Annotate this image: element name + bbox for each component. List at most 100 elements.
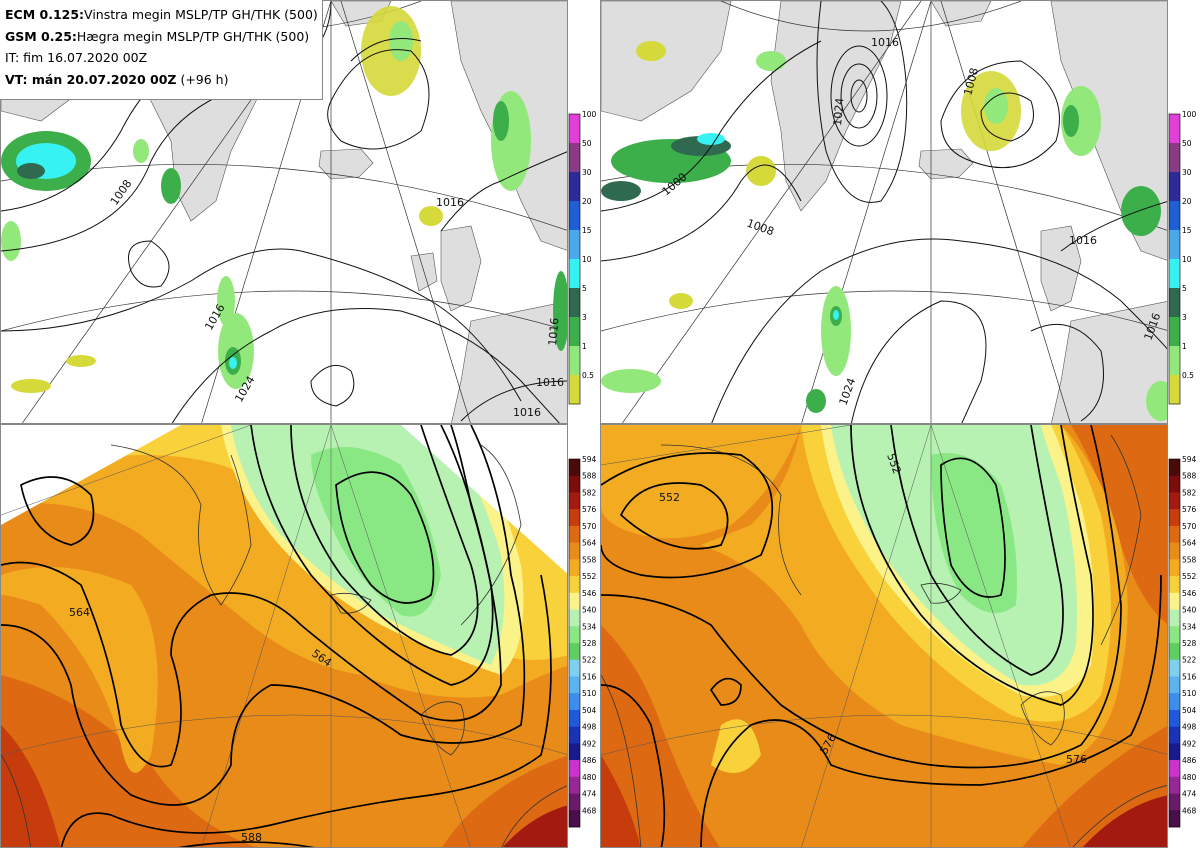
colorbar-swatch bbox=[1169, 676, 1180, 694]
colorbar-label: 582 bbox=[1182, 488, 1197, 497]
colorbar-label: 0.5 bbox=[1182, 371, 1194, 380]
colorbar-label: 504 bbox=[1182, 706, 1197, 715]
colorbar-label: 5 bbox=[1182, 284, 1187, 293]
colorbar-label: 0.5 bbox=[582, 371, 594, 380]
colorbar-label: 468 bbox=[582, 806, 597, 815]
colorbar-swatch bbox=[1169, 793, 1180, 811]
colorbar-label: 15 bbox=[582, 226, 592, 235]
colorbar-swatch bbox=[569, 346, 580, 376]
colorbar-label: 534 bbox=[582, 622, 597, 631]
colorbar-label: 564 bbox=[582, 539, 597, 548]
colorbar-swatch bbox=[1169, 259, 1180, 289]
colorbar-label: 552 bbox=[1182, 572, 1197, 581]
ecm-thickness-legend: 594 588 582 576 570 564 558 552 546 540 534 528 522 5… bbox=[568, 455, 600, 828]
thickness-colorbar: 594 588 582 576 570 564 558 552 546 540 534 528 522 5… bbox=[568, 455, 597, 828]
colorbar-swatch bbox=[1169, 559, 1180, 577]
isobar-label: 1016 bbox=[513, 406, 541, 419]
canada-land bbox=[601, 1, 732, 122]
colorbar-swatch bbox=[569, 492, 580, 510]
colorbar-label: 552 bbox=[582, 572, 597, 581]
british-isles-land bbox=[1040, 225, 1082, 312]
colorbar-label: 570 bbox=[582, 522, 597, 531]
colorbar-label: 492 bbox=[582, 739, 597, 748]
colorbar-label: 480 bbox=[582, 773, 597, 782]
colorbar-label: 20 bbox=[582, 197, 592, 206]
colorbar-label: 522 bbox=[582, 656, 597, 665]
colorbar-label: 100 bbox=[1182, 110, 1197, 119]
colorbar-label: 528 bbox=[582, 639, 597, 648]
colorbar-label: 492 bbox=[1182, 739, 1197, 748]
colorbar-label: 1 bbox=[582, 342, 587, 351]
colorbar-swatch bbox=[1169, 143, 1180, 173]
colorbar-swatch bbox=[1169, 230, 1180, 260]
colorbar-swatch bbox=[569, 259, 580, 289]
header-ecm-text: Vinstra megin MSLP/TP GH/THK (500) bbox=[84, 7, 318, 22]
colorbar-swatch bbox=[1169, 375, 1180, 405]
colorbar-label: 20 bbox=[1182, 197, 1192, 206]
colorbar-label: 504 bbox=[582, 706, 597, 715]
ecm-precip-legend: 100 50 30 20 15 10 5 3 1 0.5 bbox=[568, 110, 600, 405]
colorbar-label: 588 bbox=[582, 472, 597, 481]
colorbar-label: 534 bbox=[1182, 622, 1197, 631]
map-info-header: ECM 0.125:Vinstra megin MSLP/TP GH/THK (… bbox=[0, 0, 323, 100]
colorbar-frame bbox=[568, 458, 581, 828]
colorbar-swatch bbox=[569, 201, 580, 231]
colorbar-swatch bbox=[569, 143, 580, 173]
colorbar-swatch bbox=[1169, 459, 1180, 477]
colorbar-swatch bbox=[1169, 760, 1180, 778]
colorbar-swatch bbox=[569, 509, 580, 527]
iceland-land bbox=[318, 148, 374, 180]
colorbar-label: 3 bbox=[1182, 313, 1187, 322]
colorbar-label: 498 bbox=[582, 723, 597, 732]
colorbar-swatch bbox=[569, 743, 580, 761]
colorbar-swatch bbox=[1169, 643, 1180, 661]
colorbar-swatch bbox=[1169, 525, 1180, 543]
colorbar-swatch bbox=[1169, 346, 1180, 376]
colorbar-frame bbox=[1168, 458, 1181, 828]
colorbar-swatch bbox=[569, 659, 580, 677]
thickness-colorbar: 594 588 582 576 570 564 558 552 546 540 534 528 522 5… bbox=[1168, 455, 1197, 828]
colorbar-swatch bbox=[569, 288, 580, 318]
contour-label: 576 bbox=[1066, 753, 1087, 766]
colorbar-swatch bbox=[1169, 659, 1180, 677]
svalbard-land bbox=[930, 1, 992, 27]
colorbar-swatch bbox=[1169, 492, 1180, 510]
colorbar-swatch bbox=[1169, 509, 1180, 527]
header-valid-time: VT: mán 20.07.2020 00Z (+96 h) bbox=[5, 69, 322, 91]
colorbar-label: 30 bbox=[1182, 168, 1192, 177]
colorbar-label: 558 bbox=[582, 555, 597, 564]
colorbar-label: 522 bbox=[1182, 656, 1197, 665]
header-initial-time: IT: fim 16.07.2020 00Z bbox=[5, 50, 148, 65]
colorbar-swatch bbox=[569, 776, 580, 794]
colorbar-swatch bbox=[1169, 576, 1180, 594]
gsm-mslp-map: 1016 1024 1008 1008 1000 1016 1024 1016 bbox=[601, 1, 1167, 423]
colorbar-swatch bbox=[1169, 317, 1180, 347]
colorbar-label: 1 bbox=[1182, 342, 1187, 351]
colorbar-label: 588 bbox=[1182, 472, 1197, 481]
colorbar-swatch bbox=[569, 542, 580, 560]
colorbar-label: 486 bbox=[582, 756, 597, 765]
colorbar-swatch bbox=[569, 459, 580, 477]
colorbar-label: 10 bbox=[582, 255, 592, 264]
colorbar-label: 474 bbox=[582, 790, 597, 799]
colorbar-label: 30 bbox=[582, 168, 592, 177]
header-ecm-model: ECM 0.125: bbox=[5, 7, 85, 22]
iceland-land bbox=[918, 148, 974, 180]
colorbar-swatch bbox=[569, 559, 580, 577]
colorbar-label: 50 bbox=[1182, 139, 1192, 148]
colorbar-swatch bbox=[1169, 201, 1180, 231]
colorbar-swatch bbox=[569, 475, 580, 493]
colorbar-swatch bbox=[569, 709, 580, 727]
colorbar-swatch bbox=[1169, 743, 1180, 761]
colorbar-swatch bbox=[1169, 542, 1180, 560]
colorbar-label: 510 bbox=[1182, 689, 1197, 698]
gsm-precip-legend: 100 50 30 20 15 10 5 3 1 0.5 bbox=[1168, 110, 1200, 405]
colorbar-label: 570 bbox=[1182, 522, 1197, 531]
colorbar-label: 516 bbox=[582, 672, 597, 681]
colorbar-swatch bbox=[569, 375, 580, 405]
colorbar-swatch bbox=[569, 230, 580, 260]
colorbar-swatch bbox=[569, 576, 580, 594]
colorbar-swatch bbox=[1169, 709, 1180, 727]
colorbar-label: 546 bbox=[582, 589, 597, 598]
gsm-thickness-map: 552 552 576 576 bbox=[601, 425, 1167, 847]
